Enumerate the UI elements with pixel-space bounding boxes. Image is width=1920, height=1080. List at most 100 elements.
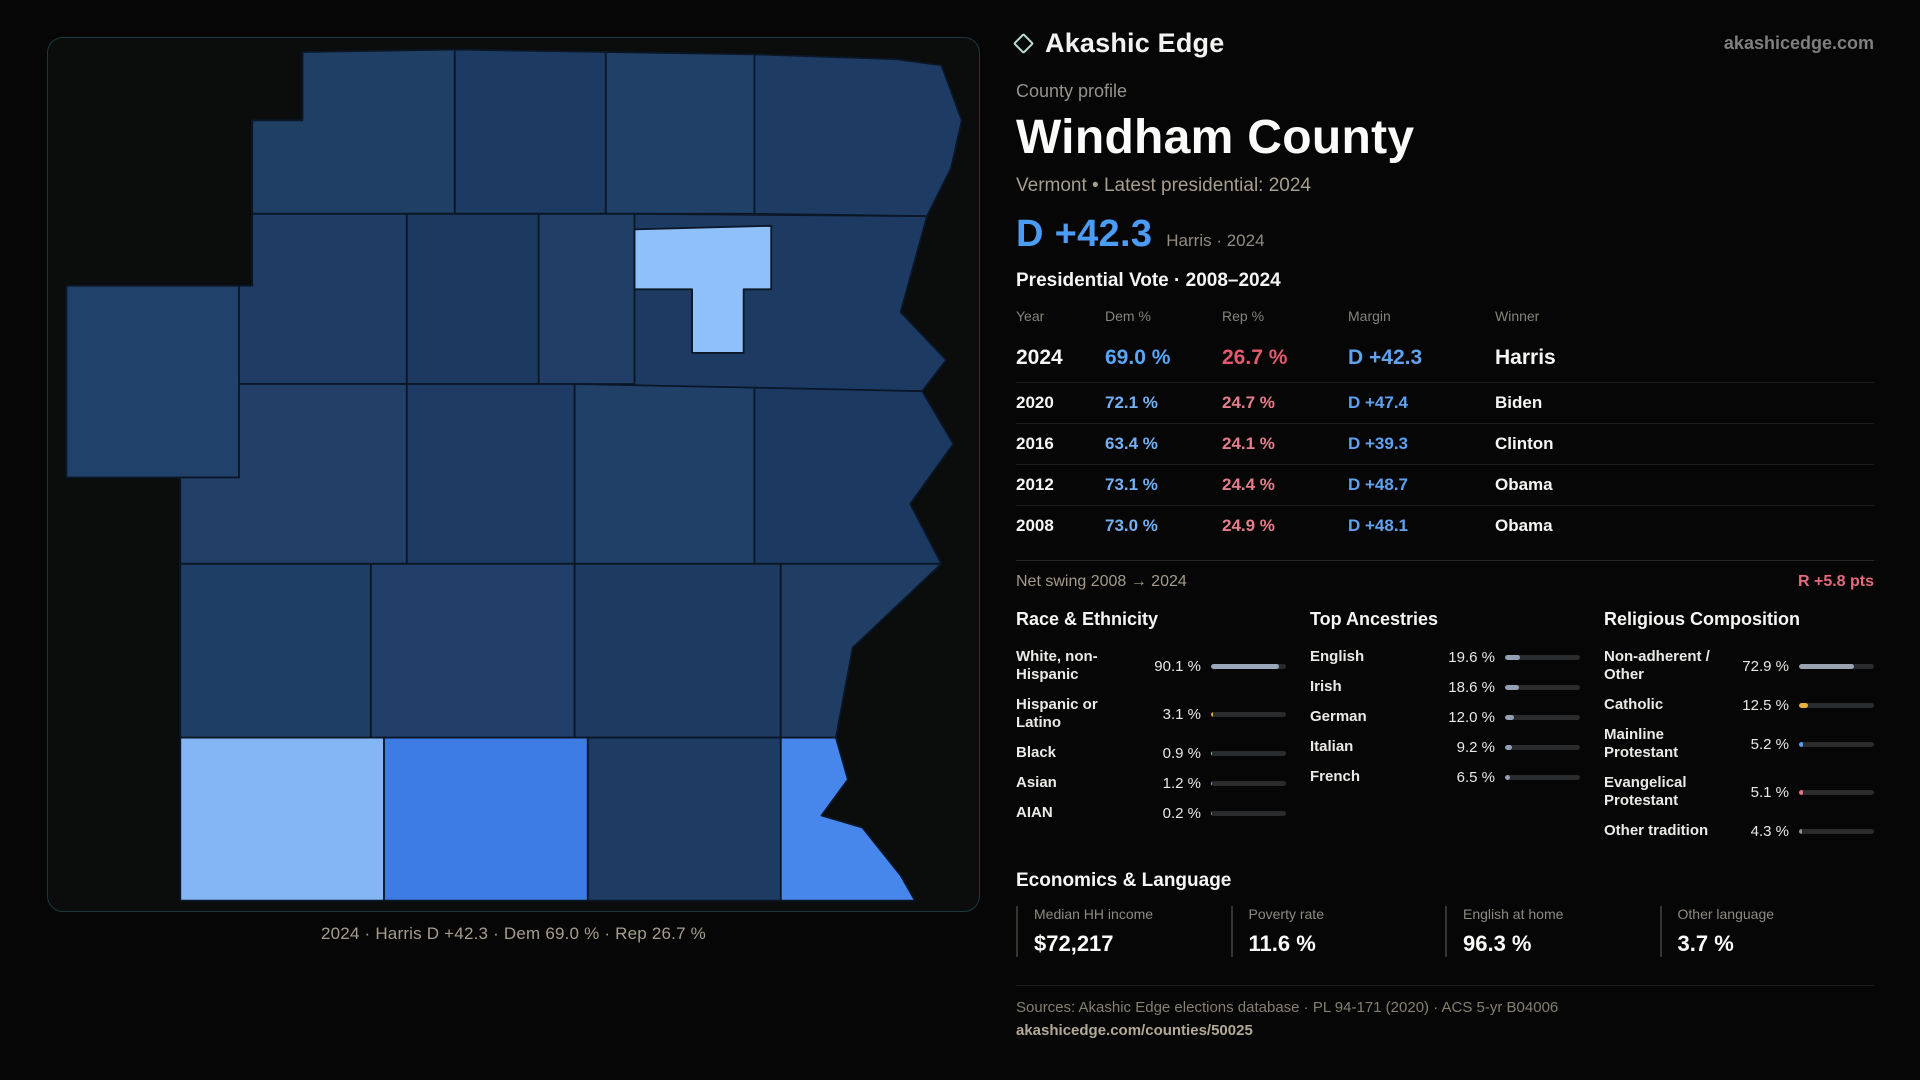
cell-dem: 69.0 % bbox=[1105, 346, 1171, 369]
map-town-d1[interactable] bbox=[179, 562, 372, 739]
map-town-a3[interactable] bbox=[604, 51, 756, 215]
list-item: German 12.0 % bbox=[1310, 702, 1580, 732]
map-town-b1[interactable] bbox=[238, 212, 408, 385]
table-row[interactable]: 2024 69.0 % 26.7 % D +42.3 Harris bbox=[1016, 334, 1874, 382]
economics-stats: Median HH income $72,217 Poverty rate 11… bbox=[1016, 906, 1874, 957]
map-town-c4[interactable] bbox=[753, 386, 955, 565]
list-item: Asian 1.2 % bbox=[1016, 768, 1286, 798]
ancestry-section: Top Ancestries English 19.6 % Irish 18.6… bbox=[1310, 609, 1580, 846]
stat-bar bbox=[1505, 654, 1580, 660]
map-town-e1[interactable] bbox=[179, 736, 385, 902]
religion-section: Religious Composition Non-adherent / Oth… bbox=[1604, 609, 1874, 846]
map-town-d3[interactable] bbox=[573, 562, 782, 739]
map-town-b2[interactable] bbox=[405, 212, 540, 385]
race-ethnicity-section: Race & Ethnicity White, non-Hispanic 90.… bbox=[1016, 609, 1286, 846]
county-profile: Akashic Edge akashicedge.com County prof… bbox=[1012, 28, 1874, 1039]
cell-rep: 24.4 % bbox=[1222, 475, 1275, 494]
list-item: Evangelical Protestant 5.1 % bbox=[1604, 768, 1874, 816]
cell-margin: D +39.3 bbox=[1348, 434, 1409, 453]
stat-bar bbox=[1799, 741, 1874, 747]
table-row[interactable]: 2020 72.1 % 24.7 % D +47.4 Biden bbox=[1016, 382, 1874, 423]
page-title: Windham County bbox=[1016, 111, 1415, 164]
map-town-c3[interactable] bbox=[573, 383, 756, 565]
map-town-e2[interactable] bbox=[383, 736, 589, 902]
map-town-d4[interactable] bbox=[779, 562, 943, 739]
cell-winner: Biden bbox=[1495, 393, 1543, 412]
cell-rep: 24.9 % bbox=[1222, 516, 1275, 535]
brand: Akashic Edge bbox=[1012, 28, 1225, 59]
net-swing-row: Net swing 2008 → 2024 R +5.8 pts bbox=[1016, 573, 1874, 591]
map-town-grafton[interactable] bbox=[633, 224, 773, 354]
stat-bar bbox=[1505, 714, 1580, 720]
stat-poverty-rate: Poverty rate 11.6 % bbox=[1230, 906, 1446, 957]
stat-bar bbox=[1505, 684, 1580, 690]
stat-bar bbox=[1211, 780, 1286, 786]
table-row[interactable]: 2012 73.1 % 24.4 % D +48.7 Obama bbox=[1016, 464, 1874, 505]
map-town-a4[interactable] bbox=[753, 53, 963, 218]
table-row[interactable]: 2016 63.4 % 24.1 % D +39.3 Clinton bbox=[1016, 423, 1874, 464]
cell-margin: D +47.4 bbox=[1348, 393, 1409, 412]
sources-line: Sources: Akashic Edge elections database… bbox=[1016, 999, 1559, 1016]
cell-year: 2024 bbox=[1016, 346, 1063, 369]
cell-winner: Obama bbox=[1495, 516, 1553, 535]
map-town-e3[interactable] bbox=[586, 736, 782, 902]
net-swing-label: Net swing 2008 → 2024 bbox=[1016, 573, 1187, 590]
table-row[interactable]: 2008 73.0 % 24.9 % D +48.1 Obama bbox=[1016, 505, 1874, 546]
headline-margin-note: Harris · 2024 bbox=[1166, 231, 1265, 250]
map-town-d2[interactable] bbox=[369, 562, 576, 739]
stat-english-at-home: English at home 96.3 % bbox=[1445, 906, 1660, 957]
cell-rep: 26.7 % bbox=[1222, 346, 1288, 369]
list-item: French 6.5 % bbox=[1310, 762, 1580, 792]
map-town-e4[interactable] bbox=[779, 736, 916, 902]
col-rep: Rep % bbox=[1222, 308, 1265, 324]
map-town-c2[interactable] bbox=[405, 383, 576, 565]
list-item: Hispanic or Latino 3.1 % bbox=[1016, 690, 1286, 738]
col-dem: Dem % bbox=[1105, 308, 1151, 324]
economics-title: Economics & Language bbox=[1016, 870, 1232, 891]
cell-rep: 24.7 % bbox=[1222, 393, 1275, 412]
cell-year: 2008 bbox=[1016, 516, 1054, 535]
stat-bar bbox=[1799, 828, 1874, 834]
vote-table-title: Presidential Vote · 2008–2024 bbox=[1016, 270, 1281, 291]
subtitle: Vermont • Latest presidential: 2024 bbox=[1016, 175, 1312, 196]
list-item: Black 0.9 % bbox=[1016, 738, 1286, 768]
map-town-b3[interactable] bbox=[537, 212, 636, 385]
net-swing-value: R +5.8 pts bbox=[1797, 573, 1874, 590]
stat-bar bbox=[1799, 789, 1874, 795]
map-caption: 2024 · Harris D +42.3 · Dem 69.0 % · Rep… bbox=[321, 924, 706, 943]
cell-dem: 63.4 % bbox=[1105, 434, 1158, 453]
headline-margin-row: D +42.3 Harris · 2024 bbox=[1016, 213, 1874, 256]
cell-winner: Clinton bbox=[1495, 434, 1554, 453]
list-item: White, non-Hispanic 90.1 % bbox=[1016, 642, 1286, 690]
map-panel bbox=[47, 37, 980, 912]
cell-year: 2012 bbox=[1016, 475, 1054, 494]
kicker: County profile bbox=[1016, 81, 1128, 101]
stat-other-language: Other language 3.7 % bbox=[1659, 906, 1875, 957]
map-town-a1[interactable] bbox=[251, 48, 456, 215]
stat-bar bbox=[1505, 744, 1580, 750]
stat-bar bbox=[1211, 750, 1286, 756]
divider bbox=[1016, 560, 1874, 561]
stat-bar bbox=[1211, 663, 1286, 669]
list-item: Catholic 12.5 % bbox=[1604, 690, 1874, 720]
stat-bar bbox=[1211, 810, 1286, 816]
stat-bar bbox=[1211, 711, 1286, 717]
race-title: Race & Ethnicity bbox=[1016, 609, 1159, 629]
brand-name: Akashic Edge bbox=[1045, 28, 1225, 58]
stat-bar bbox=[1799, 663, 1874, 669]
county-map bbox=[65, 48, 963, 902]
map-town-west[interactable] bbox=[65, 284, 240, 479]
permalink[interactable]: akashicedge.com/counties/50025 bbox=[1016, 1022, 1253, 1039]
site-domain-link[interactable]: akashicedge.com bbox=[1723, 33, 1874, 53]
religion-title: Religious Composition bbox=[1604, 609, 1800, 629]
map-town-a2[interactable] bbox=[453, 48, 607, 215]
list-item: Italian 9.2 % bbox=[1310, 732, 1580, 762]
list-item: Non-adherent / Other 72.9 % bbox=[1604, 642, 1874, 690]
cell-margin: D +48.7 bbox=[1348, 475, 1409, 494]
list-item: Other tradition 4.3 % bbox=[1604, 816, 1874, 846]
cell-rep: 24.1 % bbox=[1222, 434, 1275, 453]
cell-year: 2020 bbox=[1016, 393, 1054, 412]
footer: Sources: Akashic Edge elections database… bbox=[1016, 985, 1874, 1039]
cell-dem: 73.0 % bbox=[1105, 516, 1158, 535]
list-item: Mainline Protestant 5.2 % bbox=[1604, 720, 1874, 768]
